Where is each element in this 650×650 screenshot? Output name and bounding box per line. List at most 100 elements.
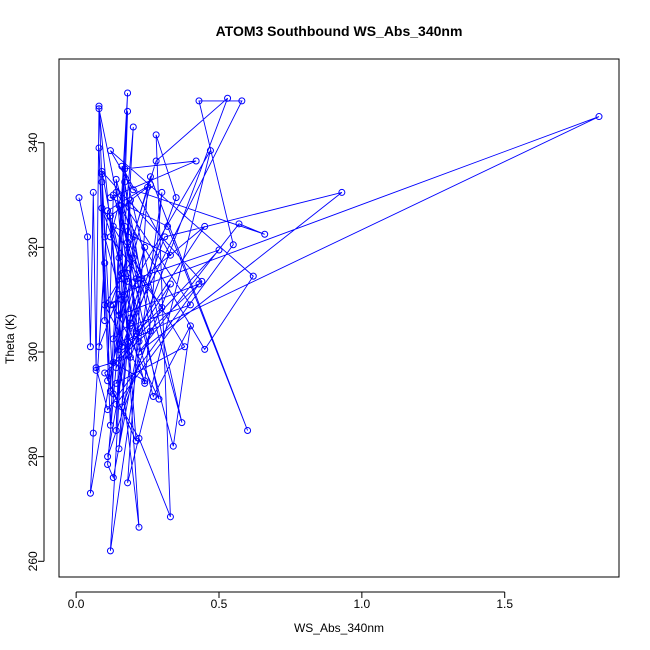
data-point bbox=[129, 254, 137, 262]
data-point bbox=[158, 304, 166, 312]
data-point bbox=[129, 233, 137, 241]
data-point bbox=[126, 353, 134, 361]
data-point bbox=[338, 188, 346, 196]
data-point bbox=[92, 366, 100, 374]
data-point bbox=[146, 173, 154, 181]
data-point bbox=[201, 345, 209, 353]
data-point bbox=[101, 301, 109, 309]
data-point bbox=[104, 377, 112, 385]
data-point bbox=[129, 186, 137, 194]
data-point bbox=[146, 181, 154, 189]
data-point bbox=[109, 301, 117, 309]
data-point bbox=[75, 194, 83, 202]
data-point bbox=[121, 178, 129, 186]
data-point bbox=[178, 419, 186, 427]
data-point bbox=[124, 277, 132, 285]
data-point bbox=[129, 123, 137, 131]
data-point bbox=[124, 338, 132, 346]
data-point bbox=[132, 327, 140, 335]
data-point bbox=[115, 345, 123, 353]
data-point bbox=[161, 233, 169, 241]
data-point bbox=[112, 400, 120, 408]
data-point bbox=[132, 330, 140, 338]
y-tick-label: 300 bbox=[26, 342, 40, 362]
data-point bbox=[166, 280, 174, 288]
data-point bbox=[192, 157, 200, 165]
data-point bbox=[124, 107, 132, 115]
data-point bbox=[104, 461, 112, 469]
data-point bbox=[149, 392, 157, 400]
data-point bbox=[95, 343, 103, 351]
data-point bbox=[106, 233, 114, 241]
data-point bbox=[118, 162, 126, 170]
data-point bbox=[158, 188, 166, 196]
data-point bbox=[135, 285, 143, 293]
data-point bbox=[261, 230, 269, 238]
data-point bbox=[224, 94, 232, 102]
data-point bbox=[126, 319, 134, 327]
data-point bbox=[169, 442, 177, 450]
x-tick-label: 0.0 bbox=[68, 597, 85, 611]
data-point bbox=[112, 364, 120, 372]
data-point bbox=[126, 322, 134, 330]
data-point bbox=[141, 377, 149, 385]
data-point bbox=[112, 426, 120, 434]
data-point bbox=[195, 280, 203, 288]
data-point bbox=[84, 233, 92, 241]
data-point bbox=[106, 147, 114, 155]
data-point bbox=[109, 335, 117, 343]
y-tick-label: 340 bbox=[26, 132, 40, 152]
data-point bbox=[104, 453, 112, 461]
data-point bbox=[235, 220, 243, 228]
data-point bbox=[595, 113, 603, 121]
data-point bbox=[95, 102, 103, 110]
y-tick-label: 280 bbox=[26, 446, 40, 466]
data-point bbox=[135, 348, 143, 356]
data-point bbox=[126, 196, 134, 204]
data-point bbox=[109, 474, 117, 482]
y-tick-label: 260 bbox=[26, 551, 40, 571]
data-point bbox=[138, 275, 146, 283]
data-point bbox=[112, 175, 120, 183]
data-point bbox=[98, 170, 106, 178]
data-point bbox=[186, 322, 194, 330]
data-point bbox=[132, 437, 140, 445]
data-point bbox=[106, 421, 114, 429]
data-point bbox=[118, 403, 126, 411]
data-point bbox=[166, 513, 174, 521]
data-point bbox=[109, 222, 117, 230]
y-tick-label: 320 bbox=[26, 237, 40, 257]
data-point bbox=[104, 406, 112, 414]
series-line bbox=[78, 92, 600, 551]
data-point bbox=[141, 379, 149, 387]
data-point bbox=[118, 296, 126, 304]
x-tick-label: 1.5 bbox=[496, 597, 513, 611]
data-point bbox=[186, 301, 194, 309]
data-point bbox=[135, 523, 143, 531]
data-point bbox=[124, 238, 132, 246]
data-point bbox=[215, 246, 223, 254]
data-point bbox=[118, 270, 126, 278]
data-point bbox=[166, 251, 174, 259]
data-point bbox=[135, 338, 143, 346]
data-point bbox=[201, 222, 209, 230]
data-point bbox=[206, 147, 214, 155]
data-point bbox=[89, 188, 97, 196]
x-tick-label: 0.5 bbox=[211, 597, 228, 611]
data-point bbox=[121, 222, 129, 230]
data-point bbox=[155, 395, 163, 403]
plot-area bbox=[58, 58, 620, 578]
data-point bbox=[195, 97, 203, 105]
data-point bbox=[152, 157, 160, 165]
data-point bbox=[238, 97, 246, 105]
data-point bbox=[181, 343, 189, 351]
x-axis-label: WS_Abs_340nm bbox=[294, 621, 384, 635]
data-point bbox=[86, 343, 94, 351]
data-point bbox=[124, 89, 132, 97]
data-point bbox=[115, 202, 123, 210]
data-point bbox=[104, 207, 112, 215]
data-point bbox=[244, 426, 252, 434]
data-point bbox=[89, 429, 97, 437]
